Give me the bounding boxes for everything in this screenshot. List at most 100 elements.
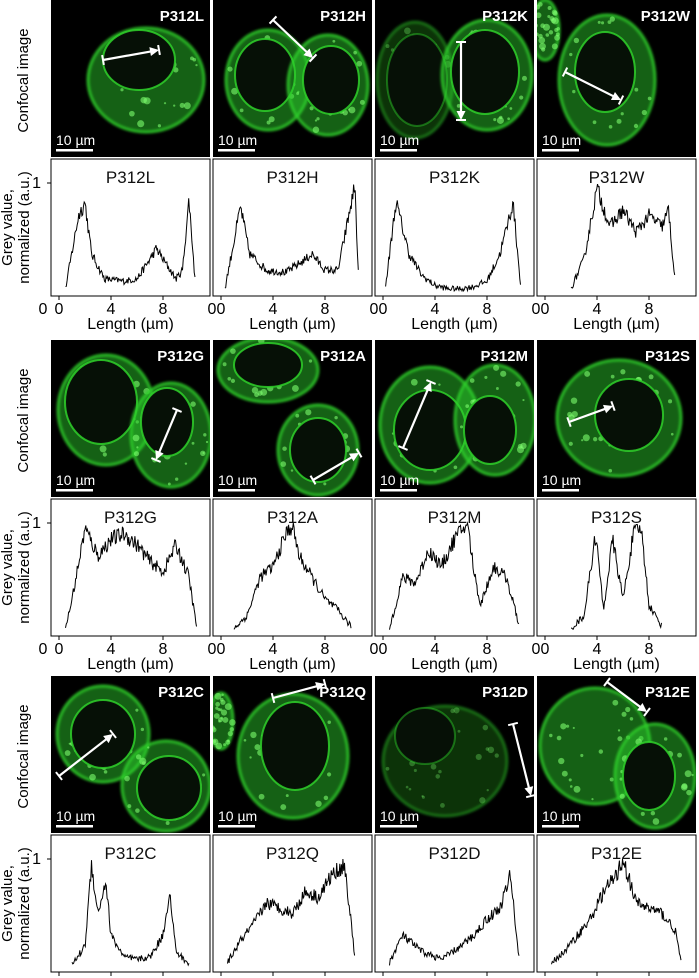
- cell-speck: [609, 16, 615, 22]
- cell-speck: [435, 774, 441, 779]
- cell-speck: [385, 766, 390, 771]
- cell-speck: [120, 88, 124, 92]
- x-tick-label: 8: [645, 301, 654, 318]
- cell-speck: [190, 401, 196, 407]
- cell-speck: [410, 378, 418, 386]
- cell-speck: [686, 789, 692, 796]
- plot-frame: [212, 158, 373, 297]
- cell-speck: [616, 118, 622, 124]
- x-tick-label: 4: [269, 301, 278, 318]
- profile-line: [224, 184, 359, 289]
- line-profile-marker: [456, 41, 466, 121]
- cell-speck: [691, 773, 694, 777]
- cell-speck: [475, 753, 482, 760]
- cell-speck: [555, 32, 560, 37]
- x-tick-label-end: 0: [532, 641, 541, 658]
- cell-nucleus: [136, 755, 202, 821]
- cell-speck: [485, 747, 490, 751]
- cell-speck: [482, 724, 489, 731]
- line-profile-marker: [507, 721, 537, 799]
- marker-end-cap: [308, 53, 318, 63]
- cell-speck: [507, 117, 510, 121]
- cell-speck: [348, 106, 356, 114]
- mutation-label: P312H: [320, 8, 366, 25]
- cell-speck: [541, 47, 546, 52]
- cell-speck: [450, 708, 455, 714]
- cell-speck: [167, 482, 171, 486]
- cell-speck: [568, 778, 572, 782]
- cell-speck: [137, 120, 145, 128]
- cell-speck: [509, 107, 513, 110]
- scale-bar-label: 10 µm: [218, 132, 257, 148]
- x-tick-label: 8: [321, 641, 330, 658]
- cell-speck: [677, 752, 682, 758]
- cell-speck: [102, 452, 107, 457]
- marker-start-cap: [309, 475, 317, 485]
- profile-line: [227, 858, 356, 964]
- cell-speck: [268, 116, 275, 123]
- marker-shaft: [58, 736, 109, 777]
- cell-speck: [175, 477, 179, 481]
- cell-speck: [219, 697, 224, 702]
- marker-end-cap: [157, 44, 161, 56]
- cell-speck: [537, 23, 538, 28]
- cell-speck: [323, 482, 327, 486]
- cell-speck: [619, 777, 623, 781]
- cell-speck: [479, 797, 486, 804]
- cell-speck: [684, 770, 692, 778]
- x-tick-label-end: 0: [370, 641, 379, 658]
- cell-speck: [129, 110, 135, 117]
- line-profile-marker: [309, 448, 363, 485]
- cell-speck: [647, 96, 652, 101]
- row-label-plot: normalized (a.u.): [16, 171, 33, 284]
- marker-start-cap: [561, 67, 569, 77]
- cell-speck: [143, 97, 151, 105]
- plot-frame: [212, 834, 373, 973]
- cell-nucleus: [394, 707, 456, 765]
- plot-frame: [50, 834, 211, 973]
- cell-speck: [600, 21, 605, 25]
- line-profile-marker: [270, 678, 328, 704]
- x-tick-label: 0: [541, 301, 550, 318]
- x-tick-label-end: 0: [532, 301, 541, 318]
- cell-speck: [314, 119, 318, 122]
- cell-speck: [221, 693, 224, 697]
- cell-speck: [515, 381, 521, 387]
- cell-speck: [282, 446, 287, 451]
- figure-block: Confocal image Grey value, normalized (a.u…: [0, 676, 697, 978]
- cell-speck: [250, 731, 257, 739]
- cell-speck: [552, 10, 558, 16]
- cell-speck: [213, 727, 217, 733]
- cell-speck: [621, 711, 627, 717]
- cell-speck: [295, 413, 300, 418]
- cell-speck: [327, 720, 331, 724]
- cell-speck: [566, 724, 570, 728]
- cell-speck: [99, 445, 107, 453]
- cell-nucleus: [622, 741, 676, 811]
- marker-arrowhead: [155, 449, 164, 460]
- cell-speck: [469, 378, 475, 383]
- marker-arrowhead: [637, 703, 647, 712]
- scale-bar: [56, 825, 93, 828]
- cell-image: [216, 340, 360, 497]
- marker-shaft: [272, 684, 320, 700]
- cell-speck: [438, 383, 441, 386]
- scale-bar: [218, 489, 255, 492]
- cell-speck: [64, 750, 71, 756]
- cell-nucleus: [302, 45, 360, 115]
- cell-speck: [521, 75, 527, 81]
- y-tick-label: 1: [32, 515, 41, 532]
- x-tick-label: 8: [321, 301, 330, 318]
- cell-speck: [183, 102, 191, 110]
- scale-bar: [56, 149, 93, 152]
- cell-speck: [591, 798, 594, 801]
- cell-speck: [538, 36, 546, 44]
- cell-image: [381, 704, 509, 818]
- cell-speck: [334, 415, 338, 420]
- cell-speck: [493, 364, 500, 371]
- cell-speck: [408, 787, 412, 791]
- cell-speck: [218, 719, 221, 723]
- plot-frame: [374, 498, 535, 637]
